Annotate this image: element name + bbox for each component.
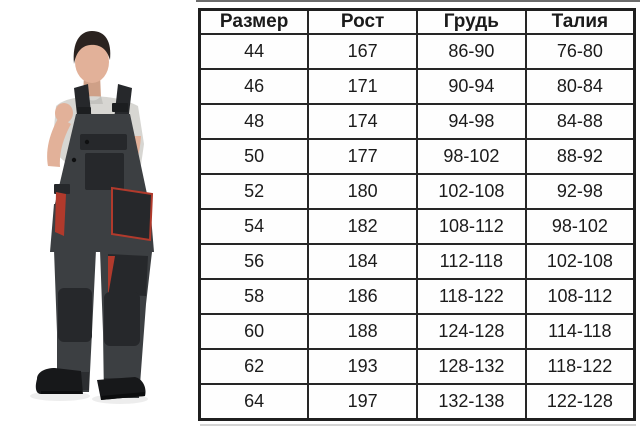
- size-table-body: 44 167 86-90 76-80 46 171 90-94 80-84 48 174 94-98…: [198, 33, 636, 421]
- size-cell: 108-112: [416, 207, 527, 245]
- cargo-red-accent: [108, 256, 115, 296]
- size-cell: 128-132: [416, 347, 527, 385]
- column-header: Размер: [198, 8, 310, 35]
- bottom-edge-line: [200, 424, 636, 426]
- size-cell: 88-92: [524, 137, 636, 175]
- size-cell: 124-128: [416, 312, 527, 350]
- chest-pocket-flap: [80, 134, 127, 150]
- size-cell: 102-108: [416, 172, 527, 210]
- top-edge-line: [196, 0, 640, 2]
- size-cell: 98-102: [416, 137, 527, 175]
- size-row: 44 167 86-90 76-80: [198, 33, 636, 70]
- size-cell: 48: [198, 102, 310, 140]
- cargo-pocket: [108, 254, 148, 296]
- right-knee-patch: [104, 292, 140, 346]
- size-cell: 60: [198, 312, 310, 350]
- size-cell: 54: [198, 207, 310, 245]
- size-cell: 80-84: [524, 67, 636, 105]
- size-cell: 92-98: [524, 172, 636, 210]
- hair: [73, 31, 111, 64]
- flap-button: [71, 157, 77, 163]
- right-strap-buckle: [112, 103, 128, 112]
- size-cell: 180: [307, 172, 418, 210]
- size-cell: 197: [307, 382, 418, 421]
- size-cell: 118-122: [416, 277, 527, 315]
- left-red-trim: [55, 192, 66, 236]
- size-cell: 76-80: [524, 33, 636, 70]
- left-hand-fist: [55, 103, 73, 123]
- flap-button: [84, 139, 90, 145]
- size-cell: 56: [198, 242, 310, 280]
- size-cell: 171: [307, 67, 418, 105]
- size-cell: 193: [307, 347, 418, 385]
- size-table-header-row: Размер Рост Грудь Талия: [198, 8, 636, 35]
- size-cell: 84-88: [524, 102, 636, 140]
- size-cell: 182: [307, 207, 418, 245]
- size-cell: 186: [307, 277, 418, 315]
- size-cell: 132-138: [416, 382, 527, 421]
- chest-pocket: [85, 153, 124, 190]
- size-row: 62 193 128-132 118-122: [198, 347, 636, 385]
- column-header: Грудь: [416, 8, 527, 35]
- size-cell: 188: [307, 312, 418, 350]
- size-row: 52 180 102-108 92-98: [198, 172, 636, 210]
- model-photo: [0, 0, 200, 434]
- size-cell: 44: [198, 33, 310, 70]
- size-cell: 58: [198, 277, 310, 315]
- size-cell: 90-94: [416, 67, 527, 105]
- size-row: 50 177 98-102 88-92: [198, 137, 636, 175]
- left-strap-buckle: [77, 107, 91, 115]
- size-cell: 184: [307, 242, 418, 280]
- size-row: 48 174 94-98 84-88: [198, 102, 636, 140]
- size-table-grid: Размер Рост Грудь Талия 44 167 86-90 76-80 46 17…: [198, 8, 636, 421]
- size-cell: 86-90: [416, 33, 527, 70]
- size-table: Размер Рост Грудь Талия 44 167 86-90 76-80 46 17…: [198, 8, 636, 421]
- size-cell: 174: [307, 102, 418, 140]
- size-cell: 122-128: [524, 382, 636, 421]
- right-boot-sole: [101, 392, 145, 400]
- size-cell: 114-118: [524, 312, 636, 350]
- column-header: Рост: [307, 8, 418, 35]
- size-row: 58 186 118-122 108-112: [198, 277, 636, 315]
- hip-pocket: [111, 186, 154, 242]
- size-row: 60 188 124-128 114-118: [198, 312, 636, 350]
- size-cell: 112-118: [416, 242, 527, 280]
- size-cell: 64: [198, 382, 310, 421]
- size-cell: 94-98: [416, 102, 527, 140]
- left-boot: [35, 368, 83, 394]
- size-cell: 62: [198, 347, 310, 385]
- size-cell: 177: [307, 137, 418, 175]
- size-row: 54 182 108-112 98-102: [198, 207, 636, 245]
- size-row: 64 197 132-138 122-128: [198, 382, 636, 421]
- size-cell: 102-108: [524, 242, 636, 280]
- size-row: 46 171 90-94 80-84: [198, 67, 636, 105]
- left-forearm: [47, 117, 71, 167]
- size-cell: 50: [198, 137, 310, 175]
- left-knee-patch: [58, 288, 92, 342]
- size-cell: 46: [198, 67, 310, 105]
- size-cell: 108-112: [524, 277, 636, 315]
- size-cell: 52: [198, 172, 310, 210]
- column-header: Талия: [524, 8, 636, 35]
- face: [75, 41, 109, 83]
- man-in-overalls-illustration: [30, 31, 154, 404]
- left-boot-sole: [41, 391, 82, 394]
- size-cell: 98-102: [524, 207, 636, 245]
- size-cell: 167: [307, 33, 418, 70]
- left-pocket-flap: [54, 184, 70, 194]
- size-row: 56 184 112-118 102-108: [198, 242, 636, 280]
- size-cell: 118-122: [524, 347, 636, 385]
